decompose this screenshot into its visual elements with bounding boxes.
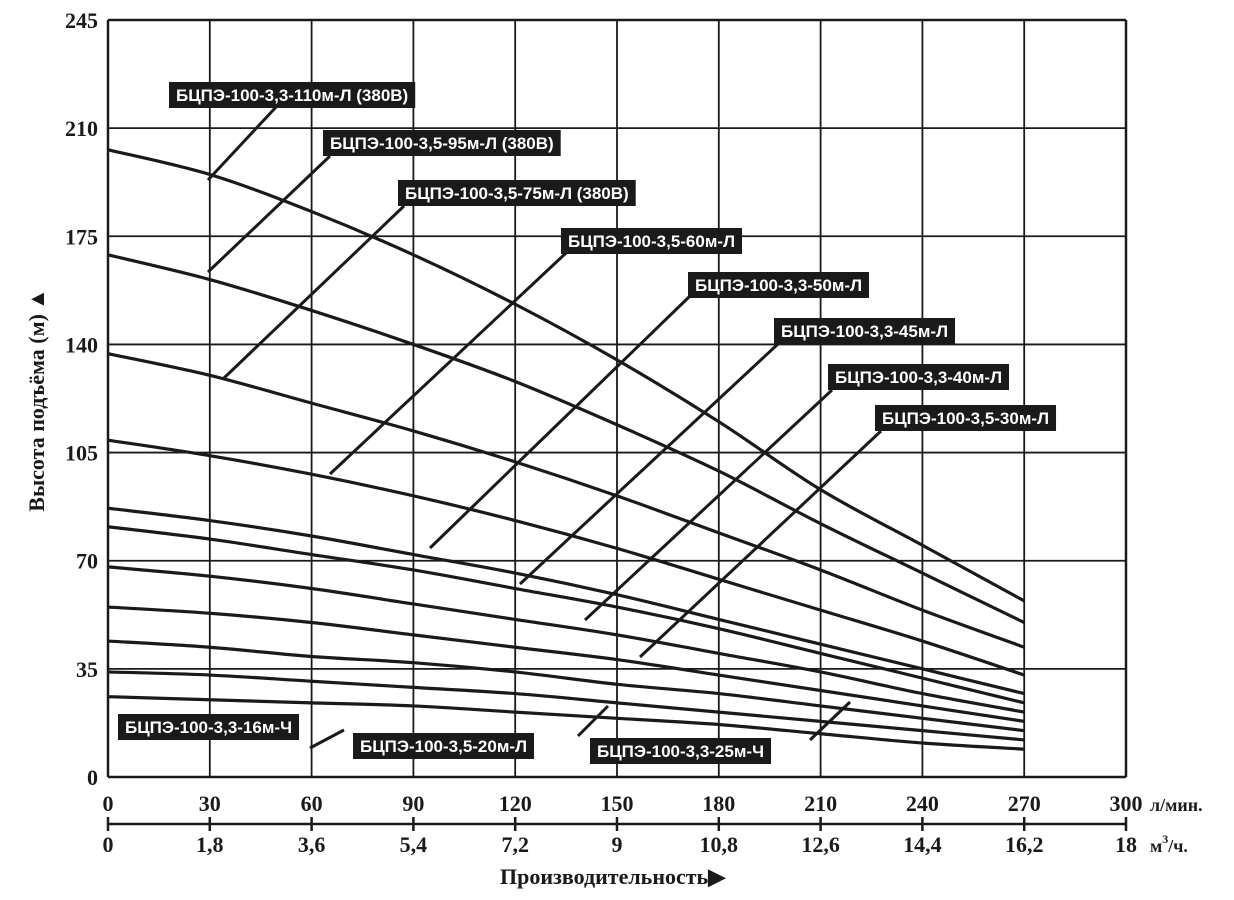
x-tick-label: 210	[804, 791, 837, 816]
x2-tick-label: 7,2	[501, 832, 529, 857]
label-leader-line	[309, 728, 345, 750]
label-leader-line	[206, 154, 332, 274]
series-line	[107, 352, 1025, 649]
x-tick-label: 240	[906, 791, 939, 816]
y-tick-label: 140	[65, 332, 98, 357]
y-axis-title: Высота подъёма (м)▲	[24, 288, 49, 511]
series-label-box	[353, 733, 535, 759]
label-leader-line	[576, 704, 610, 738]
series-label-text: БЦПЭ-100-3,3-50м-Л	[695, 276, 862, 295]
x-tick-label: 150	[601, 791, 634, 816]
series-line	[107, 506, 1025, 696]
series-label-box	[118, 714, 300, 740]
curves	[107, 148, 1025, 751]
series-line	[107, 148, 1025, 603]
series-label-text: БЦПЭ-100-3,3-25м-Ч	[597, 742, 764, 761]
x2-tick-label: 14,4	[903, 832, 942, 857]
series-line	[107, 695, 1025, 751]
series-label-box	[774, 318, 956, 344]
x-tick-label: 270	[1008, 791, 1041, 816]
label-leader-line	[518, 342, 780, 586]
series-label-box	[561, 228, 743, 254]
x2-tick-label: 9	[612, 832, 623, 857]
series-label-text: БЦПЭ-100-3,3-45м-Л	[781, 322, 948, 341]
series-label-text: БЦПЭ-100-3,3-40м-Л	[835, 368, 1002, 387]
x2-tick-label: 10,8	[700, 832, 739, 857]
series-line	[107, 253, 1025, 624]
label-leader-line	[206, 104, 279, 182]
x2-tick-label: 0	[103, 832, 114, 857]
series-label-box	[590, 738, 772, 764]
label-leader-line	[808, 700, 852, 742]
y-tick-label: 70	[76, 549, 98, 574]
series-line	[107, 525, 1025, 705]
series-label-text: БЦПЭ-100-3,5-30м-Л	[882, 409, 1049, 428]
x2-tick-label: 16,2	[1005, 832, 1044, 857]
series-labels: БЦПЭ-100-3,3-110м-Л (380В) БЦПЭ-100-3,5-9…	[118, 82, 1057, 764]
y-tick-label: 105	[65, 441, 98, 466]
x-tick-label: 60	[301, 791, 323, 816]
y-tick-label: 210	[65, 116, 98, 141]
series-label-text: БЦПЭ-100-3,5-20м-Л	[360, 737, 527, 756]
y-tick-label: 175	[65, 224, 98, 249]
label-leader-line	[638, 429, 883, 659]
x2-tick-label: 12,6	[801, 832, 840, 857]
series-label-text: БЦПЭ-100-3,5-95м-Л (380В)	[330, 134, 554, 153]
series-label-text: БЦПЭ-100-3,3-110м-Л (380В)	[176, 86, 408, 105]
x-tick-label: 0	[103, 791, 114, 816]
label-leaders	[206, 104, 883, 750]
y-tick-label: 35	[76, 657, 98, 682]
series-label-box	[688, 272, 870, 298]
series-label-text: БЦПЭ-100-3,5-75м-Л (380В)	[405, 184, 629, 203]
series-line	[107, 605, 1025, 723]
x2-tick-label: 1,8	[196, 832, 224, 857]
series-label-box	[398, 180, 636, 206]
series-line	[107, 438, 1025, 677]
series-label-box	[169, 82, 416, 108]
x-unit-secondary: м3/ч.	[1150, 832, 1188, 856]
x-unit-primary: л/мин.	[1150, 795, 1203, 815]
series-label-text: БЦПЭ-100-3,5-60м-Л	[568, 232, 735, 251]
label-leader-line	[428, 294, 692, 550]
y-tick-label: 245	[65, 8, 98, 33]
grid	[106, 18, 1128, 831]
series-label-text: БЦПЭ-100-3,3-16м-Ч	[125, 718, 292, 737]
label-leader-line	[222, 204, 406, 380]
x-tick-label: 30	[199, 791, 221, 816]
series-label-box	[828, 364, 1010, 390]
x-tick-label: 300	[1110, 791, 1143, 816]
label-leader-line	[583, 388, 834, 622]
x2-tick-label: 3,6	[298, 832, 326, 857]
x-tick-label: 120	[499, 791, 532, 816]
x-tick-label: 180	[702, 791, 735, 816]
series-line	[107, 565, 1025, 714]
series-line	[107, 670, 1025, 742]
y-tick-label: 0	[87, 765, 98, 790]
x2-tick-label: 5,4	[400, 832, 428, 857]
label-leader-line	[328, 251, 568, 476]
series-line	[107, 639, 1025, 733]
x-axis-title: Производительность▶	[500, 864, 726, 889]
series-label-box	[323, 130, 561, 156]
x2-tick-label: 18	[1115, 832, 1137, 857]
x-tick-label: 90	[402, 791, 424, 816]
series-label-box	[875, 405, 1057, 431]
